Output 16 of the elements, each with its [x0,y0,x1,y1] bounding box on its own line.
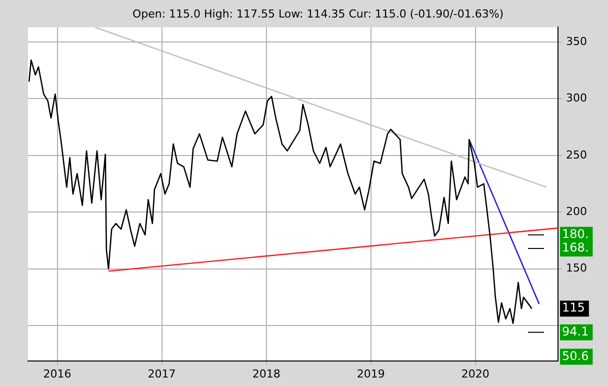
y-tick-label: 150 [566,262,587,275]
x-tick-label: 2019 [356,367,385,380]
chart-subtitle: Open: 115.0 High: 117.55 Low: 114.35 Cur: 115.0 (-01.90/-01.63%) [132,7,504,20]
annotation: 115 [562,300,585,315]
y-tick-label: 250 [566,148,587,162]
x-tick-label: 2018 [252,367,280,380]
y-tick-label: 200 [566,205,587,218]
x-tick-label: 2020 [461,367,490,380]
ref-line-label: 168. [562,240,589,255]
ref-line-label: 94.1 [562,324,589,338]
x-tick-label: 2017 [148,367,176,380]
text: 50.6 [562,348,589,363]
y-tick-label: 300 [566,92,587,105]
x-tick-label: 2016 [43,367,72,380]
ref-line-label: 180. [562,226,589,241]
y-tick-label: 350 [566,34,587,48]
